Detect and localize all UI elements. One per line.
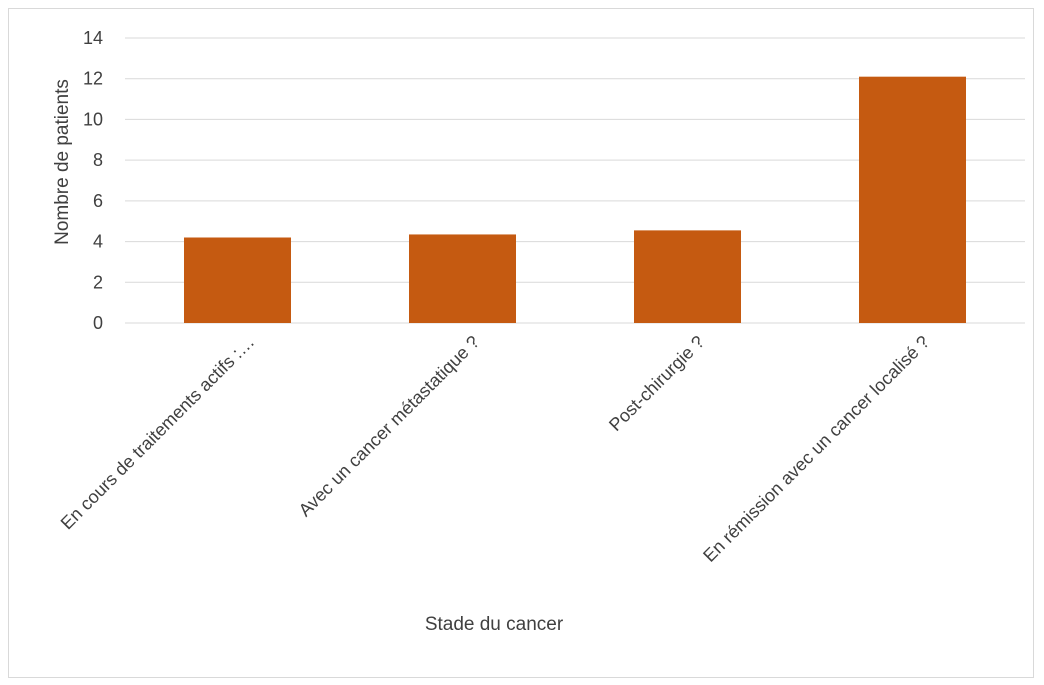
- bar: [409, 234, 516, 323]
- y-tick-label: 6: [93, 191, 103, 211]
- x-tick-label: Avec un cancer métastatique ?: [295, 332, 484, 521]
- x-tick-label: Post-chirurgie ?: [605, 332, 708, 435]
- y-tick-label: 10: [83, 109, 103, 129]
- y-axis-ticks: 0 2 4 6 8 10 12 14: [83, 28, 103, 333]
- bar: [859, 76, 966, 323]
- y-tick-label: 2: [93, 272, 103, 292]
- x-tick-label: En rémission avec un cancer localisé ?: [699, 332, 933, 566]
- y-tick-label: 0: [93, 313, 103, 333]
- y-tick-label: 4: [93, 232, 103, 252]
- x-axis-title: Stade du cancer: [425, 614, 564, 635]
- x-tick-label: En cours de traitements actifs :…: [57, 332, 259, 534]
- bar: [184, 237, 291, 323]
- y-tick-label: 12: [83, 69, 103, 89]
- bar: [634, 230, 741, 323]
- y-tick-label: 8: [93, 150, 103, 170]
- y-axis-title: Nombre de patients: [52, 79, 73, 245]
- y-tick-label: 14: [83, 28, 103, 48]
- bars: [184, 76, 966, 323]
- x-axis-ticks: En cours de traitements actifs :… Avec un…: [57, 332, 934, 566]
